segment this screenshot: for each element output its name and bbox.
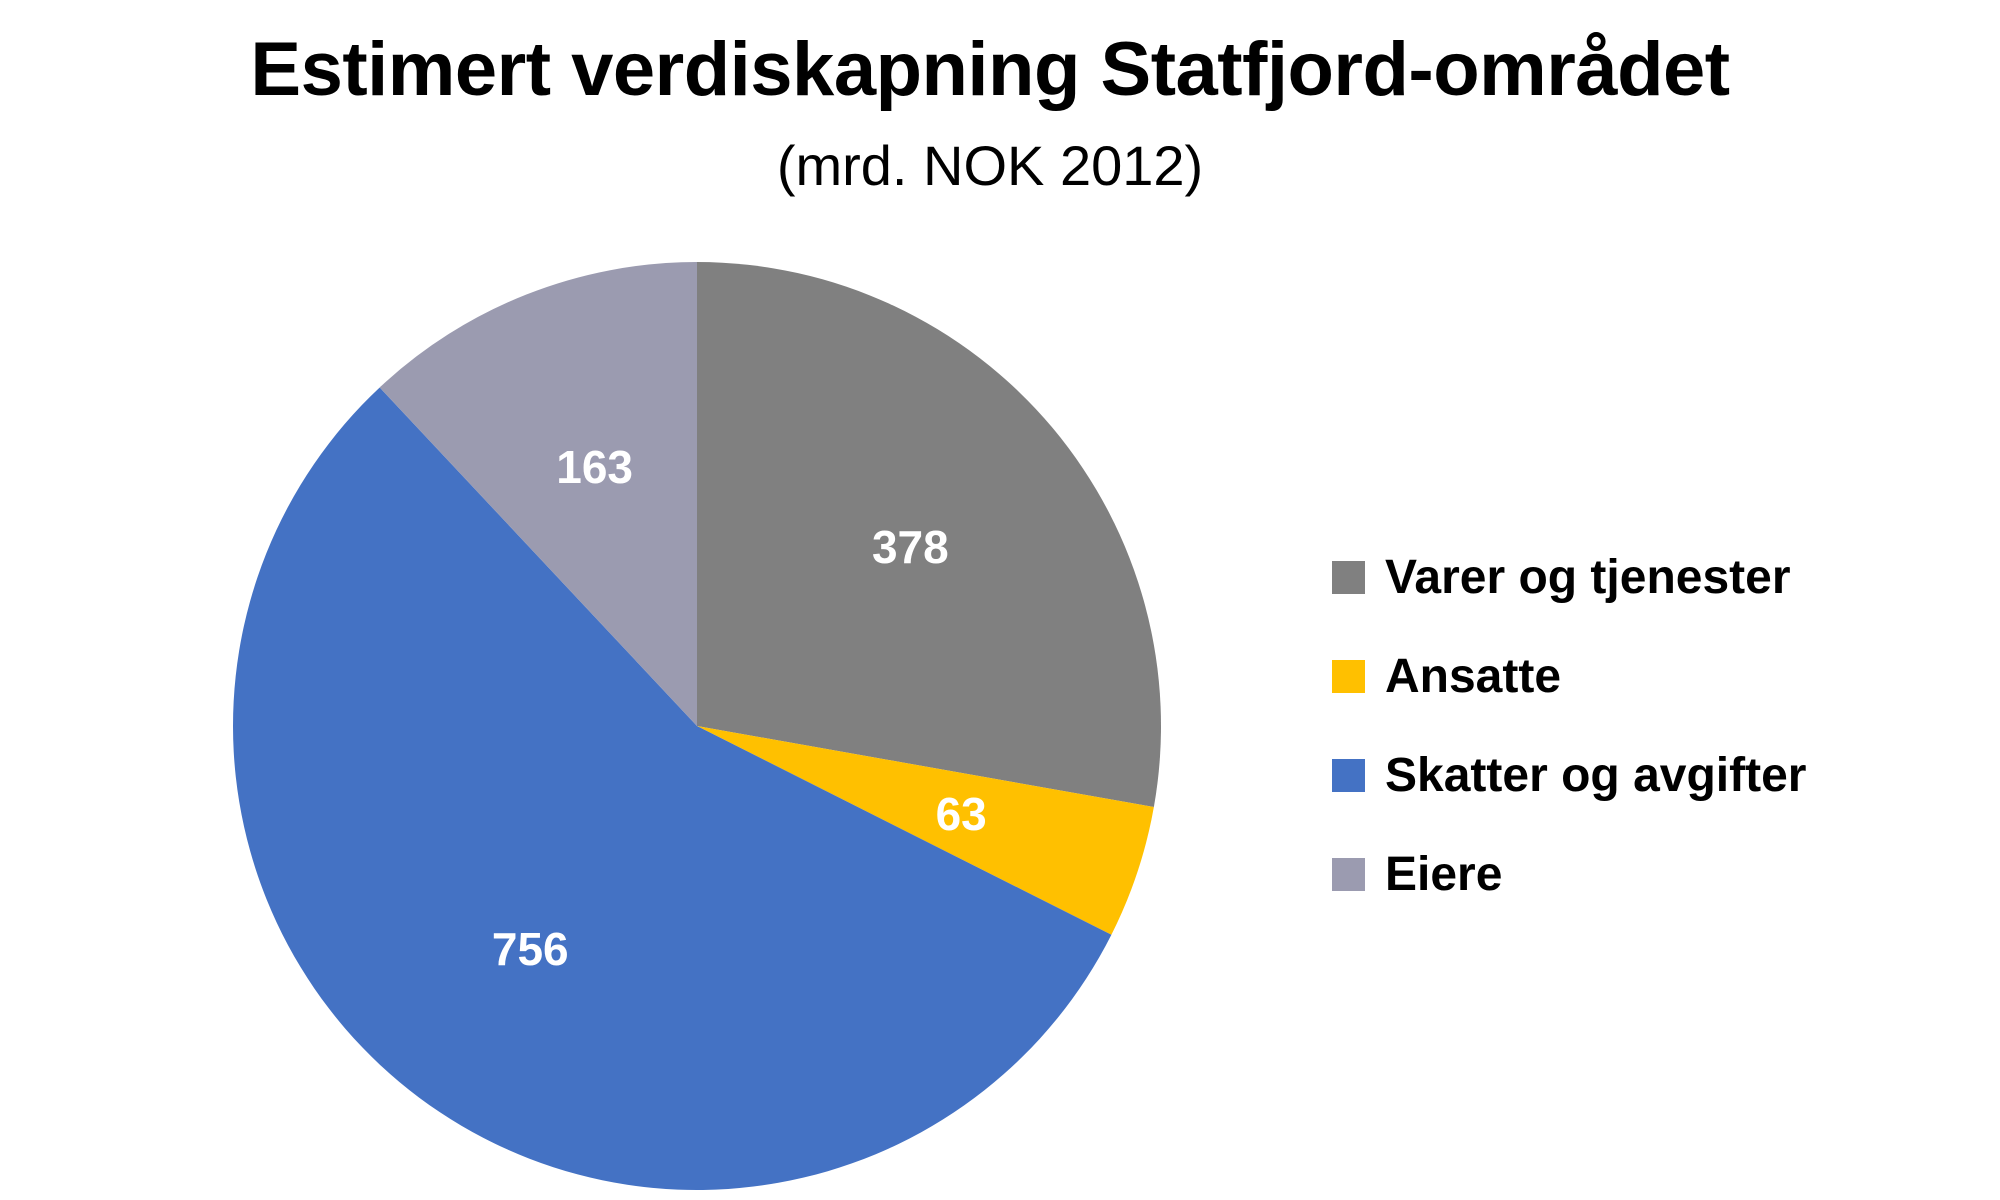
data-label-varer-og-tjenester: 378: [872, 521, 949, 573]
legend-swatch: [1332, 759, 1365, 792]
legend-swatch: [1332, 561, 1365, 594]
legend-label: Skatter og avgifter: [1385, 748, 1807, 802]
legend-label: Varer og tjenester: [1385, 550, 1791, 604]
legend: Varer og tjenester Ansatte Skatter og av…: [1332, 528, 1806, 924]
legend-swatch: [1332, 660, 1365, 693]
legend-swatch: [1332, 858, 1365, 891]
legend-label: Ansatte: [1385, 649, 1562, 703]
pie-slice-skatter-og-avgifter: [233, 387, 1112, 1190]
pie-slice-varer-og-tjenester: [697, 262, 1161, 808]
data-label-skatter-og-avgifter: 756: [492, 923, 569, 975]
legend-item-varer-og-tjenester: Varer og tjenester: [1332, 528, 1806, 627]
pie-slices: [233, 262, 1161, 1190]
pie-data-labels: 378 63 756 163: [492, 441, 987, 975]
pie-slice-eiere: [379, 262, 697, 726]
pie-slice-ansatte: [697, 726, 1154, 935]
data-label-eiere: 163: [556, 441, 633, 493]
chart-subtitle: (mrd. NOK 2012): [776, 134, 1204, 197]
legend-item-ansatte: Ansatte: [1332, 627, 1806, 726]
data-label-ansatte: 63: [936, 788, 987, 840]
legend-item-skatter-og-avgifter: Skatter og avgifter: [1332, 726, 1806, 825]
legend-label: Eiere: [1385, 847, 1503, 901]
chart-title: Estimert verdiskapning Statfjord-området: [250, 27, 1730, 112]
legend-item-eiere: Eiere: [1332, 825, 1806, 924]
